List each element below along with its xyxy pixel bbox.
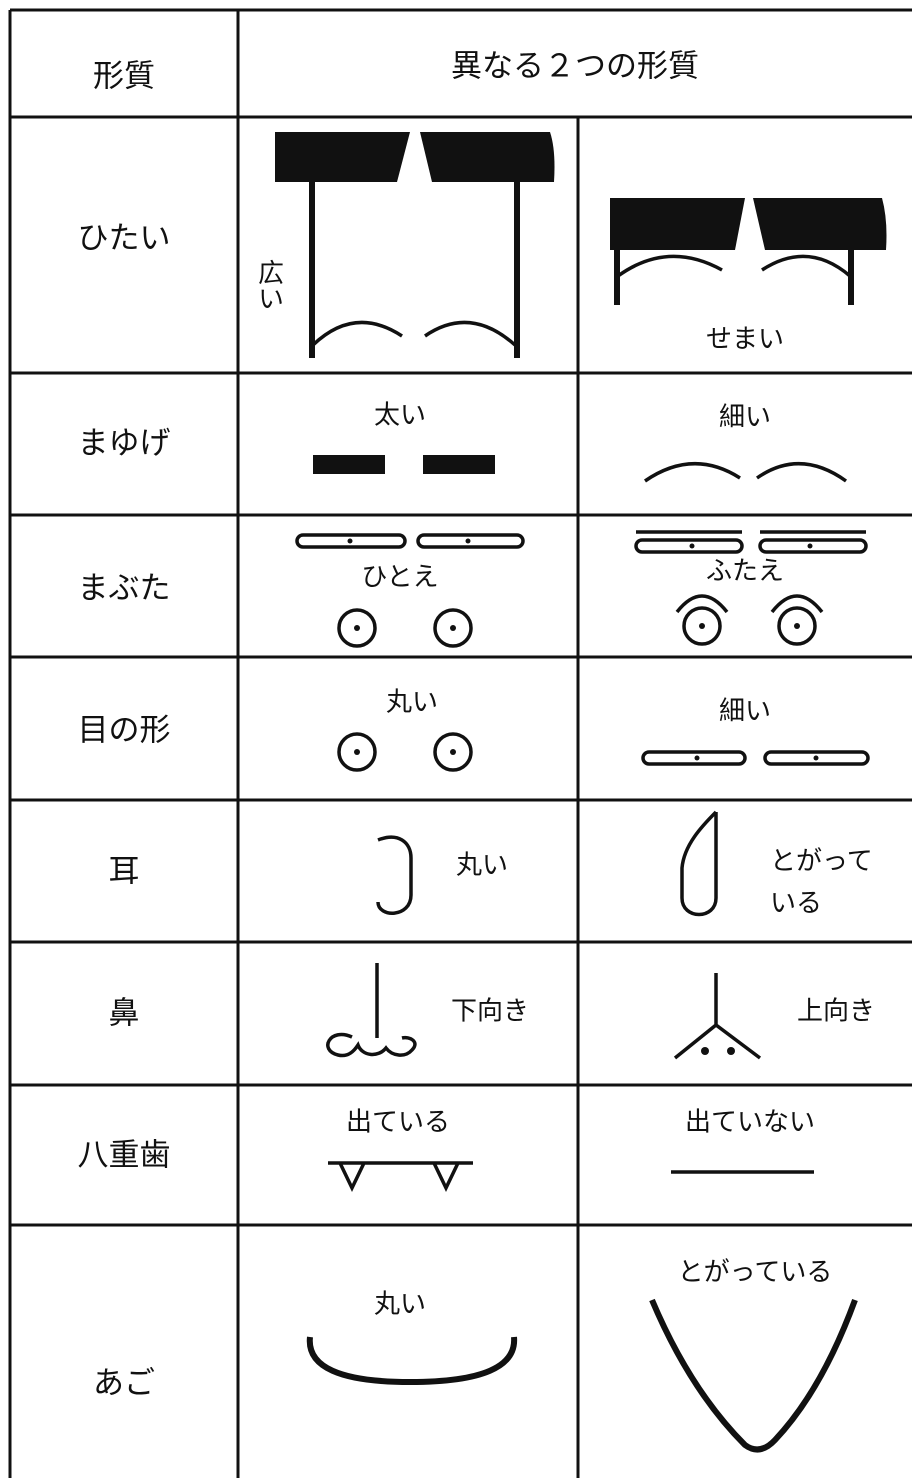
eyelid-single [295, 533, 525, 648]
nose-up [673, 973, 762, 1060]
trait-label: ひたい [78, 221, 171, 257]
forehead-narrow [610, 198, 887, 305]
ear-round [376, 835, 413, 915]
option-label: 丸い [374, 1290, 426, 1320]
trait-label: あご [93, 1366, 155, 1402]
header-cell: 異なる２つの形質 [451, 49, 699, 85]
trait-label: まぶた [78, 571, 171, 607]
trait-label: まゆげ [78, 426, 171, 462]
chin-round [306, 1336, 518, 1386]
option-label: 出ていない [685, 1108, 815, 1138]
nose-down [326, 963, 417, 1058]
forehead-wide [275, 132, 555, 358]
trait-label: 目の形 [78, 713, 171, 749]
ear-pointed [680, 810, 718, 917]
eyelid-double [634, 530, 868, 646]
option-label: 太い [374, 401, 426, 431]
header-cell: 形質 [93, 59, 155, 95]
option-label: 上向き [797, 997, 875, 1027]
trait-label: 耳 [109, 854, 140, 890]
option-label: 細い [719, 403, 771, 433]
chin-pointed [649, 1298, 858, 1453]
option-label: 丸い [386, 688, 438, 718]
option-label: とがっている [678, 1258, 833, 1288]
eyebrows-thin [644, 461, 848, 483]
option-label: せまい [706, 325, 784, 355]
option-label: 広い [254, 259, 284, 311]
option-label: ひとえ [361, 563, 438, 593]
table-grid [8, 8, 912, 1478]
option-label: ふたえ [706, 557, 784, 587]
option-label: 丸い [456, 851, 508, 881]
trait-label: 鼻 [109, 996, 140, 1032]
eyebrows-thick [313, 455, 495, 474]
eyes-round [337, 732, 473, 772]
option-label: いる [770, 889, 822, 919]
trait-label: 八重歯 [78, 1138, 171, 1174]
eyes-narrow [641, 750, 870, 766]
option-label: とがって [770, 847, 873, 877]
option-label: 下向き [451, 997, 529, 1027]
option-label: 出ている [346, 1108, 450, 1138]
option-label: 細い [719, 697, 771, 727]
teeth-out [328, 1161, 473, 1193]
